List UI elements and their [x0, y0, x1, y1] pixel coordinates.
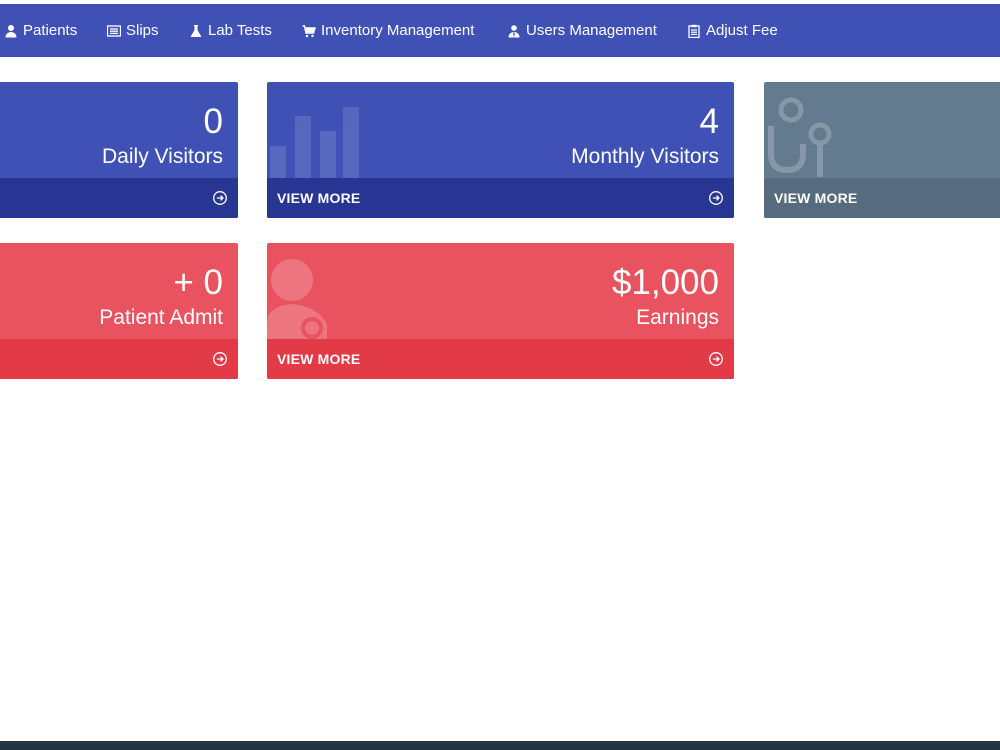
- slate-card-footer[interactable]: VIEW MORE: [764, 178, 1000, 218]
- earnings-value: $1,000: [611, 263, 719, 302]
- card-daily-visitors: 0 Daily Visitors: [0, 82, 238, 218]
- user-doctor-icon: [267, 259, 327, 342]
- list-icon: [107, 24, 121, 38]
- arrow-circle-right-icon[interactable]: [212, 190, 228, 206]
- top-navbar: Patients Slips Lab Tests Inventory Manag…: [0, 4, 1000, 57]
- flask-icon: [189, 24, 203, 38]
- top-strip: [0, 0, 1000, 4]
- nav-label: Adjust Fee: [706, 22, 778, 39]
- nav-label: Lab Tests: [208, 22, 272, 39]
- patient-admit-label: Patient Admit: [99, 306, 223, 329]
- view-more-link[interactable]: VIEW MORE: [277, 351, 361, 367]
- nav-item-adjust-fee[interactable]: Adjust Fee: [687, 4, 778, 57]
- card-slate: VIEW MORE: [764, 82, 1000, 218]
- card-monthly-visitors: 4 Monthly Visitors VIEW MORE: [267, 82, 734, 218]
- daily-visitors-footer[interactable]: [0, 178, 238, 218]
- user-icon: [4, 24, 18, 38]
- card-patient-admit: + 0 Patient Admit: [0, 243, 238, 379]
- earnings-label: Earnings: [636, 306, 719, 329]
- monthly-visitors-footer[interactable]: VIEW MORE: [267, 178, 734, 218]
- card-earnings: $1,000 Earnings VIEW MORE: [267, 243, 734, 379]
- daily-visitors-value: 0: [203, 102, 223, 141]
- arrow-circle-right-icon[interactable]: [708, 190, 724, 206]
- arrow-circle-right-icon[interactable]: [708, 351, 724, 367]
- page-footer-bar: [0, 741, 1000, 750]
- earnings-footer[interactable]: VIEW MORE: [267, 339, 734, 379]
- monthly-visitors-value: 4: [699, 102, 719, 141]
- nav-item-inventory-management[interactable]: Inventory Management: [302, 4, 474, 57]
- patient-admit-footer[interactable]: [0, 339, 238, 379]
- daily-visitors-label: Daily Visitors: [102, 145, 223, 168]
- patient-admit-value: + 0: [173, 263, 223, 302]
- view-more-link[interactable]: VIEW MORE: [277, 190, 361, 206]
- arrow-circle-right-icon[interactable]: [212, 351, 228, 367]
- monthly-visitors-label: Monthly Visitors: [571, 145, 719, 168]
- users-icon: [507, 24, 521, 38]
- view-more-link[interactable]: VIEW MORE: [774, 190, 858, 206]
- nav-item-slips[interactable]: Slips: [107, 4, 159, 57]
- nav-label: Users Management: [526, 22, 657, 39]
- nav-item-users-management[interactable]: Users Management: [507, 4, 657, 57]
- nav-label: Slips: [126, 22, 159, 39]
- nav-label: Inventory Management: [321, 22, 475, 39]
- nav-item-patients[interactable]: Patients: [4, 4, 77, 57]
- bar-chart-icon: [270, 107, 359, 179]
- nav-item-lab-tests[interactable]: Lab Tests: [189, 4, 272, 57]
- stethoscope-icon: [768, 97, 832, 177]
- cart-icon: [302, 24, 316, 38]
- clipboard-icon: [687, 24, 701, 38]
- nav-label: Patients: [23, 22, 78, 39]
